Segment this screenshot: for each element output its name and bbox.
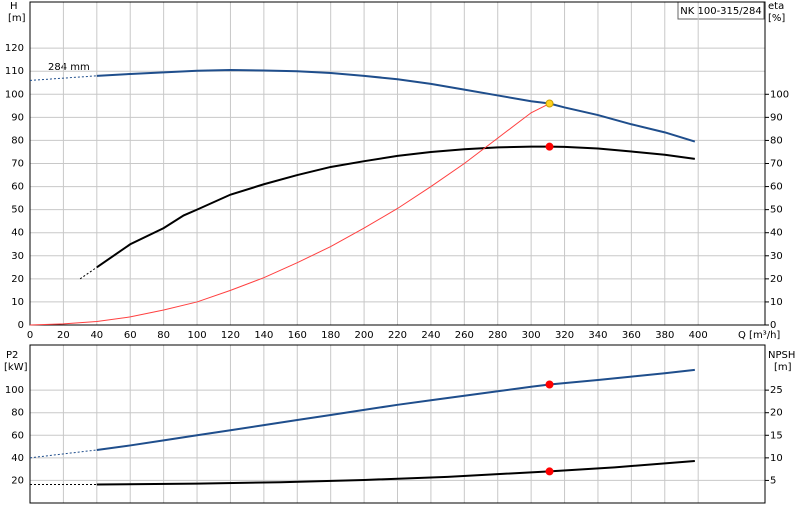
y2-tick-label: 30 [770,251,783,262]
curve [96,69,696,143]
curve [29,103,550,326]
y-tick-label: 80 [11,135,24,146]
y-tick-label: 60 [11,182,24,193]
y-tick-label: 50 [11,205,24,216]
y2-tick-label: 5 [770,475,776,486]
y2-tick-label: 0 [770,320,776,331]
y-label: P2 [6,350,18,361]
x-tick-label: 200 [355,330,374,341]
y-tick-label: 10 [11,297,24,308]
y-tick-label: 40 [11,228,24,239]
curve [96,460,695,486]
curve [29,75,97,81]
y2-label: eta [768,1,784,12]
x-tick-label: 220 [388,330,407,341]
annotation: 284 mm [48,62,90,73]
y-label: [kW] [4,362,28,373]
x-tick-label: 360 [622,330,641,341]
y2-tick-label: 25 [770,385,783,396]
y2-label: NPSH [768,350,795,361]
duty-point [545,467,554,476]
x-tick-label: 120 [221,330,240,341]
y-tick-label: 60 [11,430,24,441]
x-tick-label: 180 [321,330,340,341]
plot-frame [29,1,766,326]
y-tick-label: 20 [11,475,24,486]
y-tick-label: 0 [18,320,24,331]
x-tick-label: 20 [57,330,70,341]
curve [79,266,98,280]
y2-tick-label: 15 [770,430,783,441]
y2-label: [m] [774,362,792,373]
chart-title: NK 100-315/284 [680,6,761,17]
y-tick-label: 100 [5,89,24,100]
y2-tick-label: 20 [770,408,783,419]
x-axis-label: Q [m³/h] [738,330,780,341]
y-tick-label: 30 [11,251,24,262]
x-tick-label: 60 [124,330,137,341]
y-tick-label: 40 [11,453,24,464]
y2-tick-label: 10 [770,297,783,308]
x-tick-label: 140 [254,330,273,341]
x-tick-label: 240 [421,330,440,341]
y-tick-label: 100 [5,385,24,396]
curve [96,368,695,451]
y2-tick-label: 10 [770,453,783,464]
y2-tick-label: 100 [770,89,789,100]
x-tick-label: 100 [187,330,206,341]
duty-point [545,99,554,108]
y2-label: [%] [768,13,785,24]
y2-tick-label: 80 [770,135,783,146]
x-tick-label: 0 [27,330,33,341]
x-tick-label: 160 [288,330,307,341]
duty-point [545,380,554,389]
x-tick-label: 80 [157,330,170,341]
y-tick-label: 70 [11,159,24,170]
y2-tick-label: 70 [770,159,783,170]
curve [29,449,97,459]
x-tick-label: 40 [90,330,103,341]
y2-tick-label: 50 [770,205,783,216]
plot-frame [29,344,766,504]
x-tick-label: 400 [689,330,708,341]
duty-point [545,142,554,151]
x-tick-label: 300 [522,330,541,341]
x-tick-label: 260 [455,330,474,341]
y2-tick-label: 60 [770,182,783,193]
y2-tick-label: 40 [770,228,783,239]
y-label: H [10,1,18,12]
y-tick-label: 120 [5,43,24,54]
y-tick-label: 90 [11,112,24,123]
y-label: [m] [8,13,26,24]
x-tick-label: 380 [655,330,674,341]
y-tick-label: 110 [5,66,24,77]
y-tick-label: 20 [11,274,24,285]
x-tick-label: 280 [488,330,507,341]
x-tick-label: 340 [588,330,607,341]
x-tick-label: 320 [555,330,574,341]
curve [96,145,695,269]
y-tick-label: 80 [11,408,24,419]
y2-tick-label: 90 [770,112,783,123]
y2-tick-label: 20 [770,274,783,285]
